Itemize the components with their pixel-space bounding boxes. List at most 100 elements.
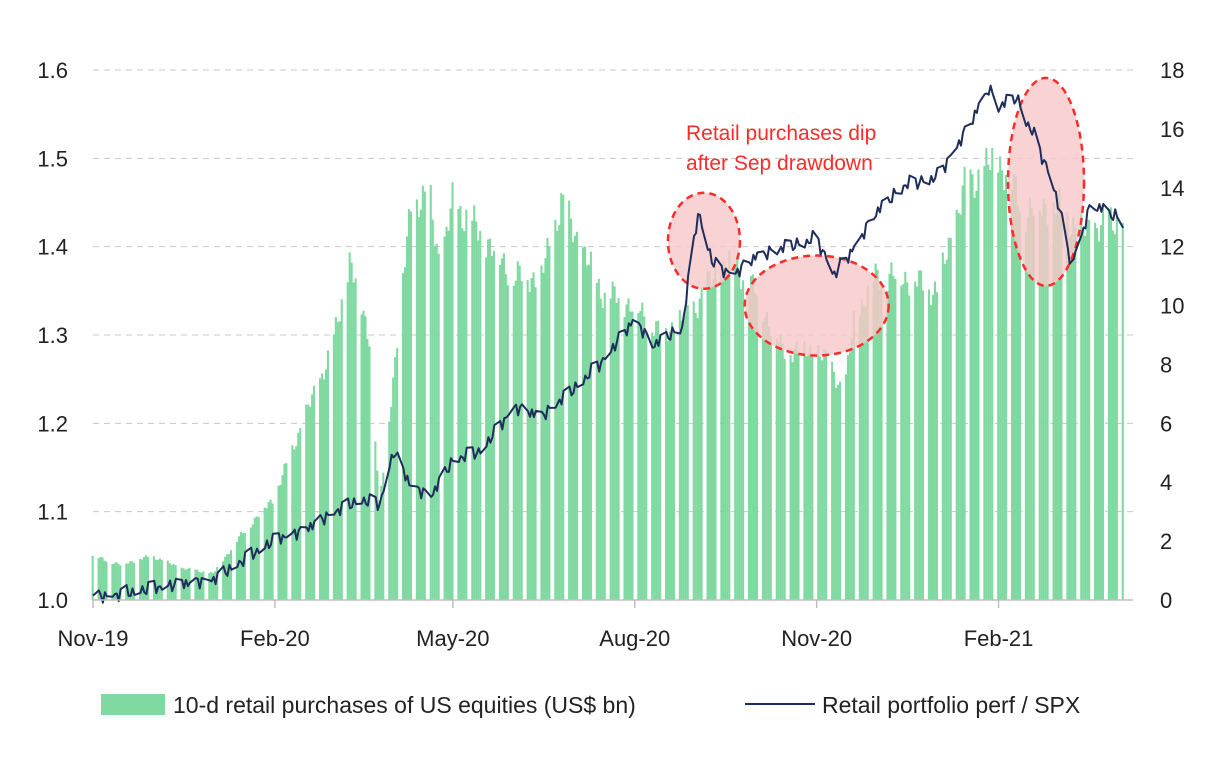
bar — [599, 298, 602, 600]
bar — [724, 273, 727, 600]
bar — [750, 275, 753, 600]
bar — [309, 406, 312, 600]
y-left-tick-label: 1.0 — [37, 588, 68, 613]
bar — [473, 205, 476, 600]
bar — [396, 348, 399, 600]
bar — [340, 299, 343, 600]
bar — [641, 302, 644, 600]
bar — [583, 246, 587, 601]
bar — [253, 517, 256, 600]
bar — [991, 148, 994, 601]
bar — [625, 304, 628, 600]
x-tick-label: Aug-20 — [599, 626, 670, 651]
bar — [429, 185, 432, 600]
bar — [322, 379, 326, 600]
bar — [318, 378, 322, 600]
bar — [748, 292, 751, 600]
y-left-tick-label: 1.5 — [37, 146, 68, 171]
bar — [659, 335, 662, 600]
bar — [1040, 215, 1043, 600]
bar — [892, 275, 895, 600]
bar — [362, 310, 365, 600]
highlight-ellipse — [666, 191, 742, 291]
bar — [908, 295, 911, 600]
legend-bar-label: 10-d retail purchases of US equities (US… — [173, 692, 636, 718]
bar — [311, 394, 314, 600]
bar — [781, 343, 784, 600]
bar — [789, 355, 792, 600]
bar — [837, 384, 840, 600]
bar — [115, 562, 118, 600]
bar — [753, 292, 757, 600]
bar — [407, 209, 411, 600]
bar — [554, 219, 557, 600]
bar — [291, 445, 294, 600]
x-tick-label: May-20 — [416, 626, 489, 651]
bar — [491, 255, 494, 600]
bar — [475, 221, 478, 600]
bar — [423, 191, 426, 600]
bar — [900, 285, 903, 600]
bar — [670, 322, 674, 600]
bar — [1068, 237, 1071, 600]
bar — [862, 305, 865, 600]
bar — [603, 292, 606, 600]
highlight-ellipse — [1006, 76, 1086, 288]
bar — [103, 560, 106, 600]
bar — [498, 265, 501, 600]
bar — [886, 290, 889, 600]
bar — [696, 317, 699, 600]
bar — [1038, 210, 1041, 600]
bar — [916, 286, 919, 600]
bar — [230, 550, 233, 600]
bar — [334, 316, 337, 600]
bar — [880, 284, 883, 600]
bar — [1028, 197, 1031, 600]
bar — [850, 337, 853, 600]
bar — [299, 428, 302, 600]
bar — [224, 556, 227, 600]
y-right-tick-label: 8 — [1160, 352, 1172, 377]
bar — [807, 353, 810, 600]
bar — [1056, 196, 1059, 600]
bar — [858, 315, 861, 600]
bar — [740, 289, 743, 600]
bar — [904, 271, 907, 600]
bar — [793, 348, 796, 600]
bar — [101, 557, 104, 600]
bar — [431, 219, 434, 600]
bar — [957, 213, 960, 600]
bar — [265, 508, 268, 600]
bar — [791, 362, 794, 600]
bar — [922, 290, 925, 600]
bar — [320, 373, 324, 600]
bar — [526, 280, 529, 600]
bar — [692, 301, 695, 600]
bar — [216, 567, 219, 600]
bar — [576, 231, 579, 600]
bar — [471, 220, 474, 600]
bar — [156, 559, 159, 600]
bar — [809, 344, 812, 600]
bar — [878, 289, 881, 600]
bar — [1030, 207, 1033, 601]
bar — [587, 264, 590, 600]
bar — [465, 209, 468, 601]
bar — [376, 470, 379, 600]
highlight-ellipse — [743, 254, 890, 357]
bar — [751, 274, 755, 600]
bar — [212, 573, 215, 600]
bar — [941, 252, 944, 600]
bar — [534, 287, 537, 600]
bar — [686, 305, 689, 600]
x-tick-label: Nov-19 — [58, 626, 129, 651]
bar — [512, 285, 515, 600]
bar — [417, 217, 420, 600]
bar — [872, 282, 875, 600]
bar — [615, 302, 618, 600]
bar — [133, 562, 136, 600]
y-right-tick-label: 10 — [1160, 294, 1184, 319]
bar — [166, 560, 169, 600]
bar — [572, 241, 575, 601]
bar — [560, 193, 563, 600]
